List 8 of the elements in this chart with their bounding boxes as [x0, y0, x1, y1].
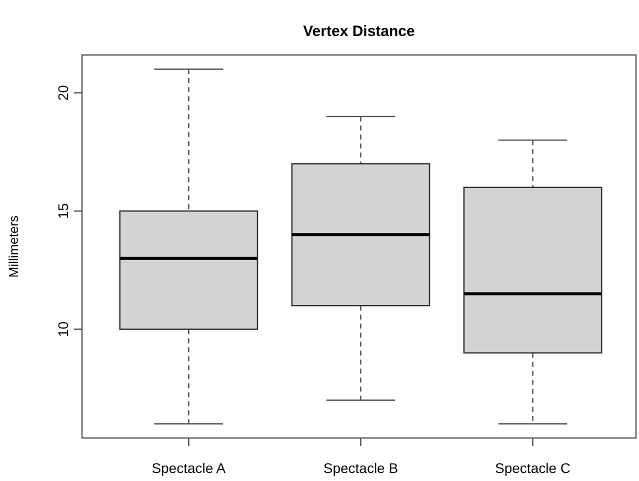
x-tick-label: Spectacle C: [495, 460, 571, 476]
y-tick-label: 20: [55, 84, 71, 101]
y-tick-label: 10: [55, 321, 71, 338]
x-tick-label: Spectacle B: [323, 460, 398, 476]
x-tick-label: Spectacle A: [152, 460, 226, 476]
y-axis-title: Millimeters: [6, 214, 21, 278]
y-tick-label: 15: [55, 203, 71, 219]
chart-title: Vertex Distance: [303, 23, 415, 40]
